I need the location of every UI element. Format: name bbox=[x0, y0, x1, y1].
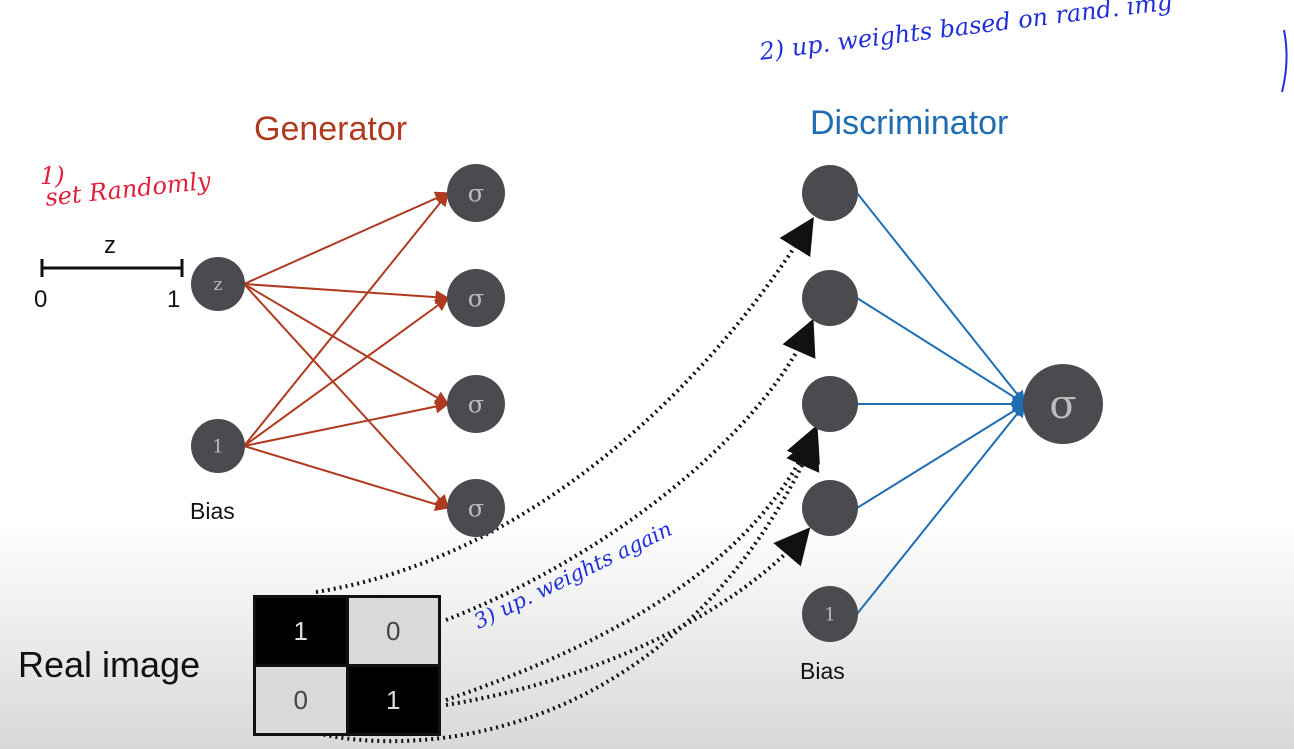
generator-output-node: σ bbox=[447, 479, 505, 537]
svg-text:σ: σ bbox=[1049, 382, 1076, 428]
z-axis-line bbox=[40, 259, 184, 277]
generator-bias-label: Bias bbox=[190, 498, 235, 524]
discriminator-title: Discriminator bbox=[810, 104, 1009, 142]
generator-edge bbox=[243, 283, 449, 510]
generator-output-node: σ bbox=[447, 164, 505, 222]
discriminator-input-node bbox=[802, 480, 858, 536]
svg-text:1: 1 bbox=[212, 436, 223, 457]
generator-edge bbox=[243, 283, 450, 305]
svg-text:1: 1 bbox=[824, 604, 835, 625]
generator-edge bbox=[243, 191, 449, 447]
generator-edge bbox=[243, 297, 450, 447]
generator-bias-node: 1 bbox=[191, 419, 245, 473]
discriminator-edge bbox=[856, 192, 1026, 406]
z-axis-label: z bbox=[104, 232, 116, 259]
z-axis-max: 1 bbox=[167, 286, 181, 313]
svg-text:σ: σ bbox=[468, 494, 484, 522]
generator-edge bbox=[243, 191, 450, 285]
pixel-cell: 0 bbox=[256, 667, 346, 733]
annotation-bracket bbox=[1281, 29, 1288, 93]
pixel-connection bbox=[315, 216, 814, 594]
real-image-grid: 1 0 0 1 bbox=[253, 595, 441, 736]
pixel-connection bbox=[311, 432, 820, 744]
z-axis-min: 0 bbox=[34, 286, 48, 313]
discriminator-edge bbox=[856, 297, 1027, 405]
discriminator-input-node bbox=[802, 165, 858, 221]
discriminator-output-node: σ bbox=[1023, 364, 1103, 444]
generator-output-node: σ bbox=[447, 269, 505, 327]
discriminator-input-node bbox=[802, 376, 858, 432]
generator-z-node: z bbox=[191, 257, 245, 311]
discriminator-bias-node: 1 bbox=[802, 586, 858, 642]
generator-edge bbox=[243, 445, 450, 512]
svg-text:σ: σ bbox=[468, 390, 484, 418]
pixel-connection bbox=[445, 424, 820, 702]
generator-output-node: σ bbox=[447, 375, 505, 433]
svg-text:σ: σ bbox=[468, 284, 484, 312]
svg-text:z: z bbox=[214, 275, 223, 295]
pixel-cell: 0 bbox=[348, 598, 438, 664]
discriminator-input-node bbox=[802, 270, 858, 326]
discriminator-edge bbox=[856, 402, 1026, 615]
pixel-connection bbox=[445, 318, 816, 622]
svg-text:σ: σ bbox=[468, 179, 484, 207]
annotation-step1-number: 1) bbox=[40, 162, 65, 190]
pixel-cell: 1 bbox=[348, 667, 438, 733]
generator-edge bbox=[243, 399, 450, 447]
discriminator-edge bbox=[856, 403, 1027, 509]
pixel-cell: 1 bbox=[256, 598, 346, 664]
generator-title: Generator bbox=[254, 110, 408, 148]
discriminator-bias-label: Bias bbox=[800, 658, 845, 684]
real-image-label: Real image bbox=[18, 644, 201, 685]
generator-edge bbox=[243, 283, 450, 405]
